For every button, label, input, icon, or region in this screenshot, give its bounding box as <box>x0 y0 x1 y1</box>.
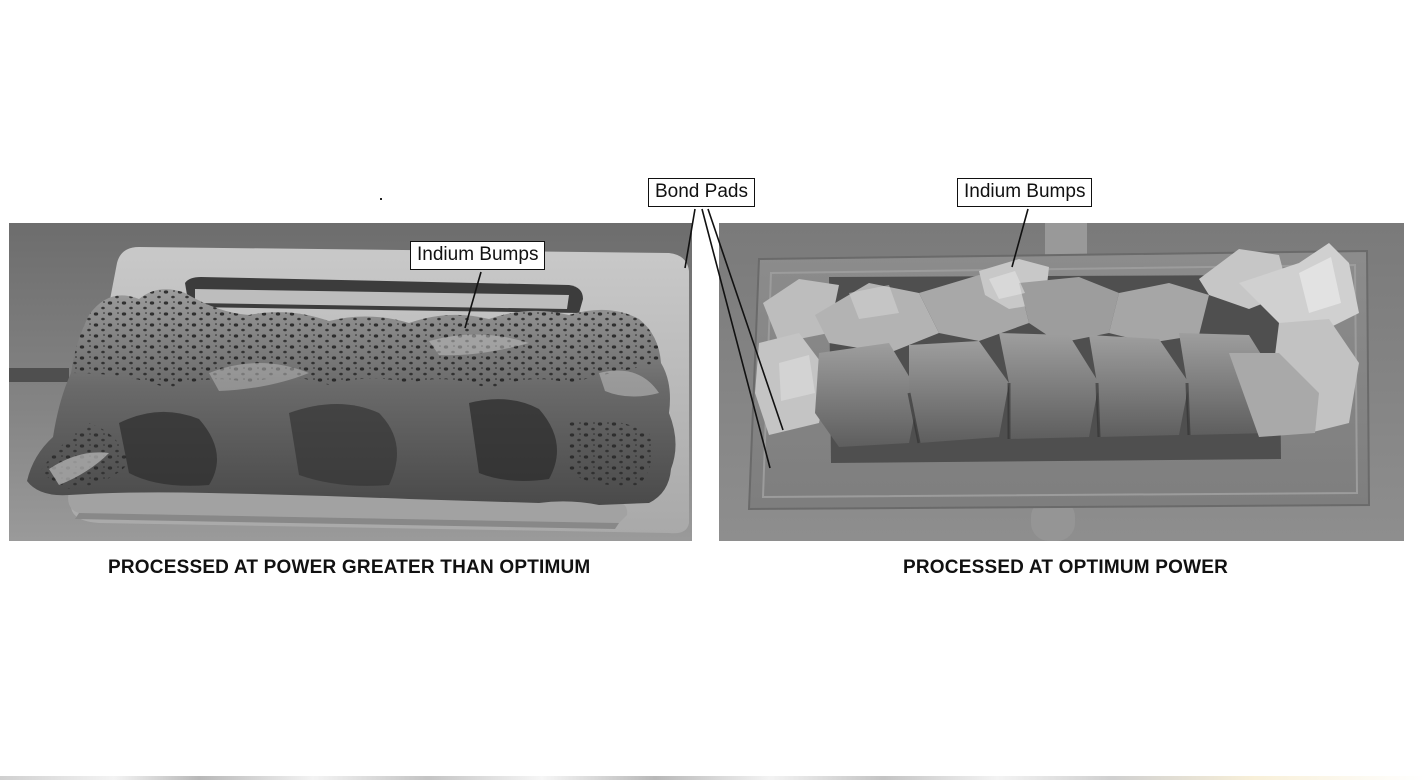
caption-overprocessed: PROCESSED AT POWER GREATER THAN OPTIMUM <box>108 557 591 578</box>
sem-image-overprocessed <box>9 223 692 541</box>
caption-optimum: PROCESSED AT OPTIMUM POWER <box>903 557 1229 578</box>
sem-overprocessed-drawing <box>9 223 692 541</box>
indium-bumps-callout-right: Indium Bumps <box>957 178 1093 207</box>
bottom-edge-strip <box>0 776 1425 780</box>
sem-optimum-drawing <box>719 223 1404 541</box>
indium-bumps-callout-left: Indium Bumps <box>410 241 546 270</box>
sem-image-optimum <box>719 223 1404 541</box>
stray-dot <box>380 198 382 200</box>
bond-pads-callout: Bond Pads <box>648 178 755 207</box>
